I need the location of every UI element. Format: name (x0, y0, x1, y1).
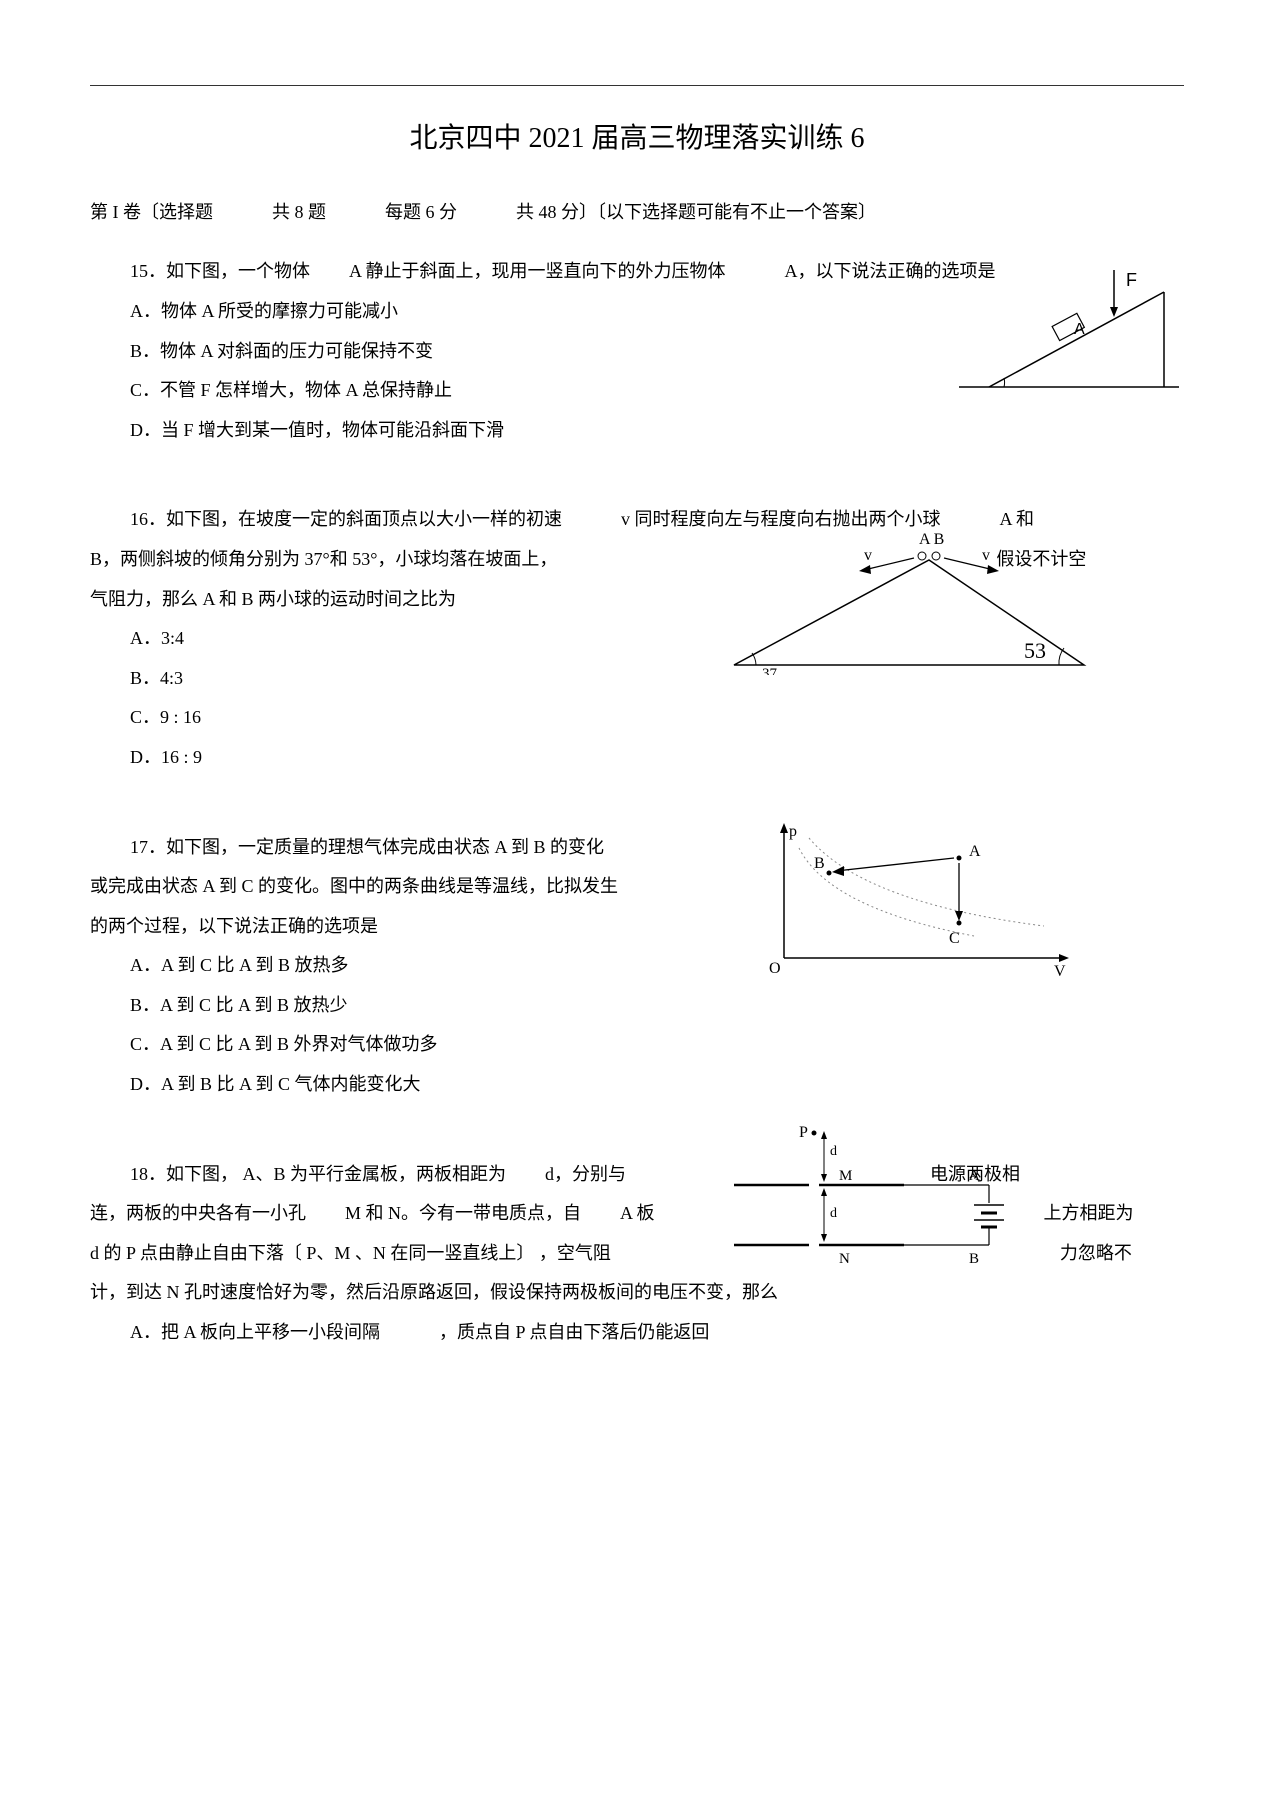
section-each: 每题 6 分 (385, 202, 457, 222)
q17-option-D: D．A 到 B 比 A 到 C 气体内能变化大 (130, 1065, 1184, 1105)
q17-option-B: B．A 到 C 比 A 到 B 放热少 (130, 986, 1184, 1026)
q17-fig-label-p: p (789, 823, 797, 840)
q15-fig-label-F: F (1126, 270, 1137, 290)
section-header: 第 I 卷〔选择题 共 8 题 每题 6 分 共 48 分〕〔以下选择题可能有不… (90, 196, 1184, 228)
q17-option-C: C．A 到 C 比 A 到 B 外界对气体做功多 (130, 1025, 1184, 1065)
question-16: 37 53 A B v v 16．如下图，在坡度一定的斜面顶点以大小一样的初速 … (90, 500, 1184, 777)
q17-fig-label-A: A (969, 843, 981, 860)
q18-fig-label-d2: d (830, 1206, 837, 1221)
q18-option-A: A．把 A 板向上平移一小段间隔 (130, 1322, 380, 1342)
q18-figure: P d d M N (724, 1125, 1074, 1275)
q18-line2-b: M 和 N。今有一带电质点，自 (345, 1203, 581, 1223)
q16-option-C: C．9 : 16 (130, 698, 1184, 738)
section-prefix: 第 I 卷〔选择题 (90, 202, 213, 222)
q18-fig-label-d1: d (830, 1144, 837, 1159)
question-18: P d d M N (90, 1155, 1184, 1353)
q18-fig-label-M: M (839, 1168, 852, 1184)
q18-fig-label-P: P (799, 1125, 808, 1141)
q16-fig-angle-53: 53 (1024, 638, 1046, 663)
q15-fig-label-A: A (1074, 321, 1085, 338)
q15-stem-a: 15．如下图，一个物体 (130, 261, 310, 281)
q17-fig-label-B: B (814, 855, 825, 872)
q16-fig-label-AB: A B (919, 531, 944, 548)
page-title: 北京四中 2021 届高三物理落实训练 6 (90, 116, 1184, 156)
q18-line3-a: d 的 P 点由静止自由下落〔 P、M 、N 在同一竖直线上〕 ，空气阻 (90, 1243, 611, 1263)
q16-line2-a: B，两侧斜坡的倾角分别为 37°和 53°，小球均落在坡面上， (90, 549, 557, 569)
q18-fig-label-A: A (969, 1168, 980, 1184)
q17-fig-label-V: V (1054, 963, 1066, 978)
q16-stem-c: A 和 (1000, 509, 1035, 529)
q16-option-D: D．16 : 9 (130, 738, 1184, 778)
q17-figure: p V O A B C (754, 818, 1084, 978)
q18-line4: 计，到达 N 孔时速度恰好为零，然后沿原路返回，假设保持两极板间的电压不变，那么 (90, 1273, 1184, 1313)
q16-figure: 37 53 A B v v (714, 530, 1104, 675)
q16-fig-label-v1: v (864, 547, 872, 564)
q16-fig-label-v2: v (982, 547, 990, 564)
q15-figure: A F (954, 262, 1184, 397)
q17-fig-label-C: C (949, 930, 960, 947)
q15-stem-b: A 静止于斜面上，现用一竖直向下的外力压物体 (349, 261, 726, 281)
question-15: A F 15．如下图，一个物体 A 静止于斜面上，现用一竖直向下的外力压物体 A… (90, 252, 1184, 450)
question-17: p V O A B C 17．如下图，一定质量的理想气体完成由状态 A 到 B … (90, 828, 1184, 1105)
q17-fig-label-O: O (769, 960, 781, 977)
section-total: 共 48 分〕〔以下选择题可能有不止一个答案〕 (516, 202, 876, 222)
q16-stem-b: v 同时程度向左与程度向右抛出两个小球 (621, 509, 941, 529)
q16-fig-angle-37: 37 (762, 666, 778, 675)
q18-line2-a: 连，两板的中央各有一小孔 (90, 1203, 306, 1223)
q18-option-A2: ，质点自 P 点自由下落后仍能返回 (439, 1322, 709, 1342)
q18-line2-c: A 板 (620, 1203, 655, 1223)
q16-stem-a: 16．如下图，在坡度一定的斜面顶点以大小一样的初速 (130, 509, 562, 529)
q18-fig-label-B: B (969, 1251, 979, 1267)
top-rule (90, 85, 1184, 86)
q18-stem-a: 18．如下图， A、B 为平行金属板，两板相距为 (130, 1164, 506, 1184)
q15-option-D: D．当 F 增大到某一值时，物体可能沿斜面下滑 (130, 411, 1184, 451)
q18-fig-label-N: N (839, 1251, 850, 1267)
q18-stem-b: d，分别与 (545, 1164, 626, 1184)
section-count: 共 8 题 (272, 202, 326, 222)
